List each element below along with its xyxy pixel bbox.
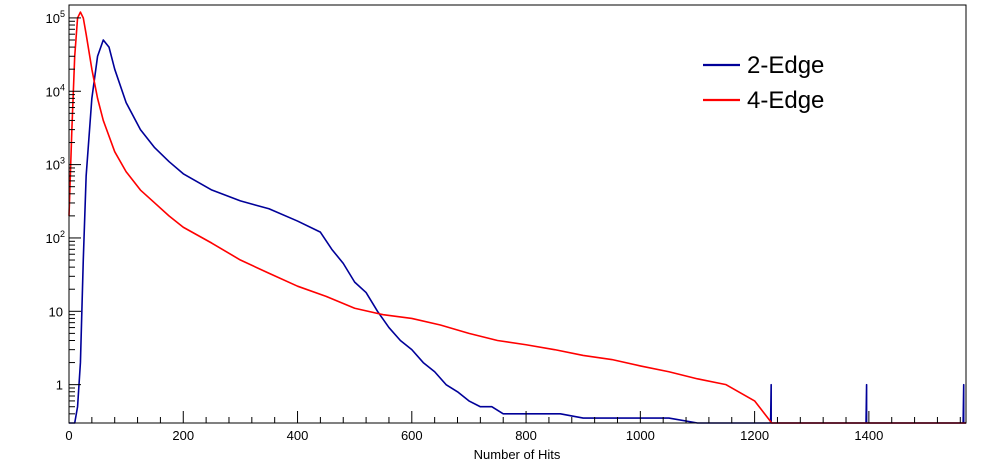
y-tick-label: 104 [46, 82, 65, 99]
x-tick-label: 600 [401, 428, 423, 443]
x-tick-label: 800 [515, 428, 537, 443]
x-tick-label: 1400 [854, 428, 883, 443]
y-tick-label: 10 [49, 304, 63, 319]
x-tick-label: 1000 [626, 428, 655, 443]
series-line-2 [68, 11, 966, 424]
tick-layer: 0 200 400 600 800 1000 1200 1400 1 10 102 103 104 105 [46, 9, 961, 443]
x-tick-label: 0 [65, 428, 72, 443]
legend-label: 2-Edge [747, 52, 824, 79]
y-tick-label: 103 [46, 156, 65, 173]
x-axis-title: Number of Hits [474, 447, 561, 462]
x-tick-label: 400 [287, 428, 309, 443]
legend: 2-Edge 4-Edge [703, 52, 824, 114]
x-tick-label: 1200 [740, 428, 769, 443]
y-tick-label: 102 [46, 229, 65, 246]
y-tick-label: 1 [56, 378, 63, 393]
x-tick-label: 200 [172, 428, 194, 443]
legend-label: 4-Edge [747, 87, 824, 114]
y-tick-label: 105 [46, 9, 65, 26]
plot-frame [68, 4, 967, 424]
